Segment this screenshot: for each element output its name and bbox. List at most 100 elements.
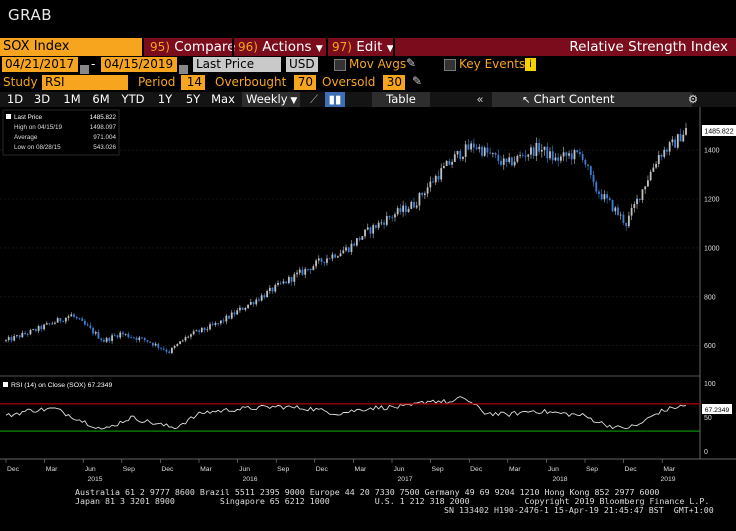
candle-body — [546, 146, 549, 159]
pencil-icon[interactable]: ✎ — [406, 56, 417, 70]
candle-body — [219, 320, 222, 324]
legend-last-value: 1485.822 — [90, 114, 117, 121]
candle-body — [404, 205, 407, 213]
candle-body — [258, 299, 260, 301]
candle-body — [511, 157, 513, 166]
range-button[interactable]: Max — [211, 92, 235, 106]
compare-hotkey: 95) — [150, 40, 170, 54]
candle-body — [252, 302, 255, 305]
range-button[interactable]: 1Y — [157, 92, 173, 106]
info-icon[interactable]: i — [525, 58, 536, 71]
candle-body — [423, 193, 426, 196]
candle-body — [521, 155, 524, 156]
candle-body — [122, 332, 124, 335]
time-tick-label: Dec — [470, 466, 483, 473]
candle-body — [143, 337, 146, 341]
candle-body — [317, 258, 320, 261]
candle-body — [298, 269, 301, 273]
range-button[interactable]: 3D — [33, 92, 51, 106]
calendar-icon[interactable] — [179, 60, 188, 79]
candle-body — [35, 329, 37, 331]
candle-body — [385, 216, 388, 225]
candle-chart-icon[interactable]: ▮▮ — [325, 92, 345, 107]
window-titlebar: GRAB — [0, 0, 736, 38]
pencil-icon[interactable]: ✎ — [412, 74, 423, 88]
gear-icon[interactable]: ⚙ — [687, 92, 699, 106]
frequency-select[interactable]: Weekly ▼ — [242, 92, 300, 107]
candle-body — [192, 331, 195, 335]
price-field-select[interactable]: Last Price — [193, 57, 281, 72]
candle-body — [339, 253, 342, 257]
currency-select[interactable]: USD — [286, 57, 318, 72]
candle-body — [135, 337, 138, 340]
key-events-checkbox[interactable] — [444, 59, 456, 71]
ticker-field[interactable]: SOX Index — [0, 38, 142, 56]
year-label: 2016 — [242, 476, 257, 483]
oversold-input[interactable]: 30 — [383, 75, 405, 90]
period-input[interactable]: 14 — [181, 75, 205, 90]
calendar-icon[interactable] — [80, 60, 89, 79]
time-tick-label: Dec — [316, 466, 329, 473]
candle-body — [100, 338, 103, 340]
chart-content-button[interactable]: ↖ Chart Content — [492, 92, 692, 107]
year-label: 2018 — [552, 476, 567, 483]
candle-body — [674, 139, 677, 148]
collapse-left-icon[interactable]: « — [476, 92, 484, 106]
candle-body — [581, 154, 584, 160]
range-button[interactable]: 1M — [63, 92, 81, 106]
candle-body — [173, 346, 176, 348]
mov-avgs-checkbox[interactable] — [334, 59, 346, 71]
time-tick-label: Mar — [663, 466, 675, 473]
year-label: 2017 — [397, 476, 412, 483]
end-date-field[interactable]: 04/15/2019 — [101, 57, 177, 72]
candle-body — [26, 334, 29, 335]
candle-body — [326, 258, 328, 263]
line-chart-icon[interactable]: ⟋ — [309, 92, 319, 106]
overbought-input[interactable]: 70 — [294, 75, 316, 90]
legend-avg-value: 971.004 — [93, 134, 116, 141]
rsi-tick-label: 100 — [704, 381, 716, 388]
start-date-field[interactable]: 04/21/2017 — [2, 57, 78, 72]
candle-body — [440, 168, 443, 180]
range-button[interactable]: YTD — [121, 92, 145, 106]
candle-body — [391, 217, 394, 219]
candle-body — [633, 204, 636, 208]
study-title: Relative Strength Index — [569, 39, 728, 55]
candle-body — [203, 327, 206, 330]
candle-body — [116, 335, 119, 338]
compare-button[interactable]: 95) Compare — [150, 38, 236, 56]
candle-body — [206, 329, 209, 331]
time-axis: Dec Mar Jun Sep Dec Mar Jun Sep Dec Mar Jun Sep Dec M… — [5, 459, 676, 483]
candle-body — [627, 215, 630, 227]
actions-button[interactable]: 96) Actions ▼ — [238, 38, 323, 56]
candle-body — [448, 160, 451, 165]
currency-value: USD — [289, 57, 315, 71]
candle-body — [366, 227, 369, 230]
table-button[interactable]: Table — [372, 92, 430, 107]
candle-body — [198, 330, 201, 332]
candle-body — [48, 323, 51, 325]
candle-body — [434, 175, 437, 183]
edit-button[interactable]: 97) Edit ▼ — [332, 38, 394, 56]
price-legend: Last Price 1485.822 High on 04/15/19 149… — [2, 109, 120, 156]
time-tick-label: Sep — [432, 466, 444, 473]
candle-body — [277, 282, 279, 285]
chevron-down-icon: ▼ — [386, 44, 394, 54]
candle-body — [43, 324, 45, 330]
candle-body — [614, 207, 617, 212]
candle-body — [241, 307, 244, 310]
candle-body — [171, 347, 173, 353]
candle-body — [538, 142, 541, 152]
candle-body — [573, 150, 576, 160]
candle-body — [119, 332, 122, 338]
candle-body — [475, 147, 478, 150]
candle-body — [108, 337, 111, 341]
candle-body — [377, 222, 380, 228]
candle-body — [328, 258, 331, 260]
range-button[interactable]: 1D — [6, 92, 24, 106]
range-button[interactable]: 5Y — [185, 92, 201, 106]
overbought-label: Overbought — [215, 75, 287, 89]
study-select[interactable]: RSI — [42, 75, 128, 90]
range-button[interactable]: 6M — [92, 92, 110, 106]
